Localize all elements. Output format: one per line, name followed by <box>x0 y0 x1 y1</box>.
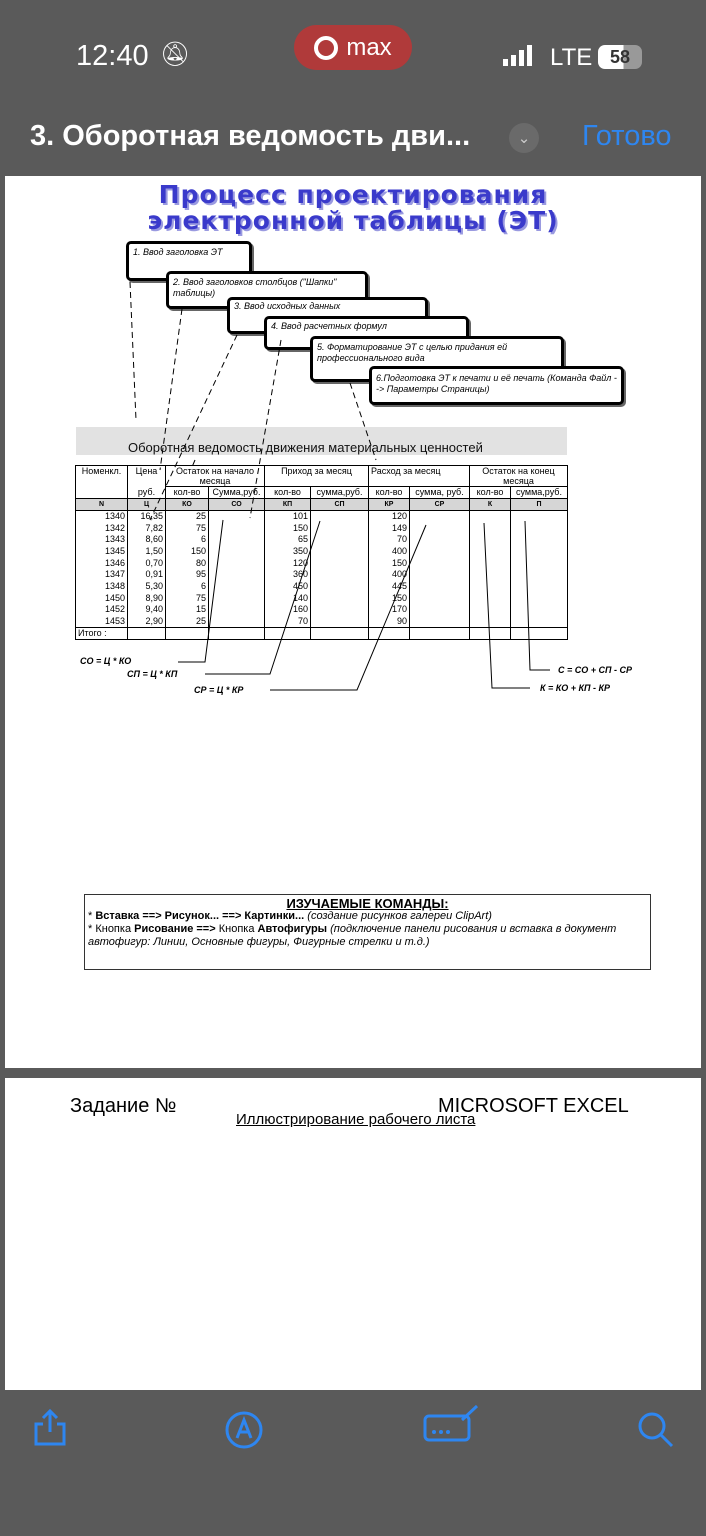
formula-sr: СР = Ц * КР <box>194 685 244 695</box>
share-icon[interactable] <box>30 1408 70 1448</box>
column-code: КО <box>165 498 209 511</box>
table-row: 1452 9,40 15 160 170 <box>75 604 568 616</box>
table-row: 1450 8,90 75 140 150 <box>75 592 568 604</box>
cmd-text: (подключение панели рисования и вставка … <box>88 923 617 948</box>
signal-icon <box>503 45 532 66</box>
table-row: 1342 7,82 75 150 149 <box>75 522 568 534</box>
page2-subtitle: Иллюстрирование рабочего листа <box>236 1111 476 1128</box>
table-cell <box>510 580 568 593</box>
table-cell <box>510 568 568 581</box>
table-cell <box>510 545 568 558</box>
column-code: П <box>510 498 568 511</box>
markup-icon[interactable] <box>224 1410 264 1450</box>
cmd-text: * <box>88 910 96 922</box>
table-cell <box>510 592 568 604</box>
max-logo-icon <box>314 35 339 60</box>
table-row: 1347 0,91 95 360 400 <box>75 568 568 581</box>
cmd-text: Кнопка <box>215 923 258 935</box>
column-code: СО <box>208 498 265 511</box>
signature-icon[interactable] <box>422 1404 482 1444</box>
turnover-table: Номенкл. Цена Остаток на начало месяца П… <box>75 465 568 640</box>
table-row: 1345 1,50 150 350 400 <box>75 545 568 558</box>
max-label: max <box>346 33 392 61</box>
connector-lines <box>129 281 550 691</box>
doc-title-line2: электронной таблицы (ЭТ) <box>147 206 559 235</box>
doc-title-line1: Процесс проектирования <box>158 180 548 209</box>
table-cell <box>510 510 568 523</box>
cmd-text: Вставка ==> Рисунок... ==> Картинки... <box>95 910 305 922</box>
silent-bell-icon: 🔕︎ <box>160 41 191 68</box>
table-row: 1346 0,70 80 120 150 <box>75 557 568 569</box>
column-code: КР <box>368 498 410 511</box>
cmd-text: * Кнопка <box>88 923 135 935</box>
cmd-text: Рисование ==> <box>134 923 216 935</box>
column-code: СР <box>409 498 470 511</box>
column-code: СП <box>310 498 369 511</box>
table-cell <box>510 533 568 546</box>
table-row: 1348 5,30 6 450 445 <box>75 580 568 593</box>
total-cell <box>510 626 568 640</box>
formula-k: К = КО + КП - КР <box>540 683 611 693</box>
table-cell <box>510 522 568 534</box>
table-row: 1343 8,60 6 65 70 <box>75 533 568 546</box>
total-row: Итого : <box>75 626 568 640</box>
table-cell <box>510 615 568 628</box>
header-nomen: Номенкл. <box>75 465 128 499</box>
cmd-text: (создание рисунков галереи ClipArt) <box>304 910 492 922</box>
step-box-6: 6.Подготовка ЭТ к печати и её печать (Ко… <box>369 366 624 405</box>
bottom-toolbar <box>0 1390 706 1536</box>
commands-box: ИЗУЧАЕМЫЕ КОМАНДЫ: * Вставка ==> Рисунок… <box>84 894 651 970</box>
column-code: КП <box>264 498 311 511</box>
formula-co: СО = Ц * КО <box>80 656 132 666</box>
status-time: 12:40 <box>76 40 149 72</box>
document-title: 3. Оборотная ведомость дви... <box>30 120 471 152</box>
app-label: MICROSOFT EXCEL <box>438 1095 629 1117</box>
done-button[interactable]: Готово <box>582 120 672 152</box>
task-label: Задание № <box>70 1095 177 1117</box>
sheet-title-band <box>76 427 567 455</box>
sheet-title: Оборотная ведомость движения материальны… <box>128 440 483 455</box>
cmd-text: Автофигуры <box>257 923 328 935</box>
commands-heading: ИЗУЧАЕМЫЕ КОМАНДЫ: <box>286 896 449 911</box>
table-cell <box>510 557 568 569</box>
network-label: LTE <box>550 44 593 71</box>
max-app-pill[interactable]: max <box>294 25 412 70</box>
formula-sp: СП = Ц * КП <box>127 669 178 679</box>
table-cell <box>510 604 568 616</box>
battery-indicator: 58 <box>598 45 642 69</box>
formula-c: С = СО + СП - СР <box>558 665 632 675</box>
total-cell: Итого : <box>75 626 128 640</box>
document-page-2 <box>5 1078 701 1390</box>
table-row: 1340 16,35 25 101 120 <box>75 510 568 523</box>
search-icon[interactable] <box>636 1410 676 1450</box>
chevron-down-icon[interactable]: ⌄ <box>509 123 539 153</box>
